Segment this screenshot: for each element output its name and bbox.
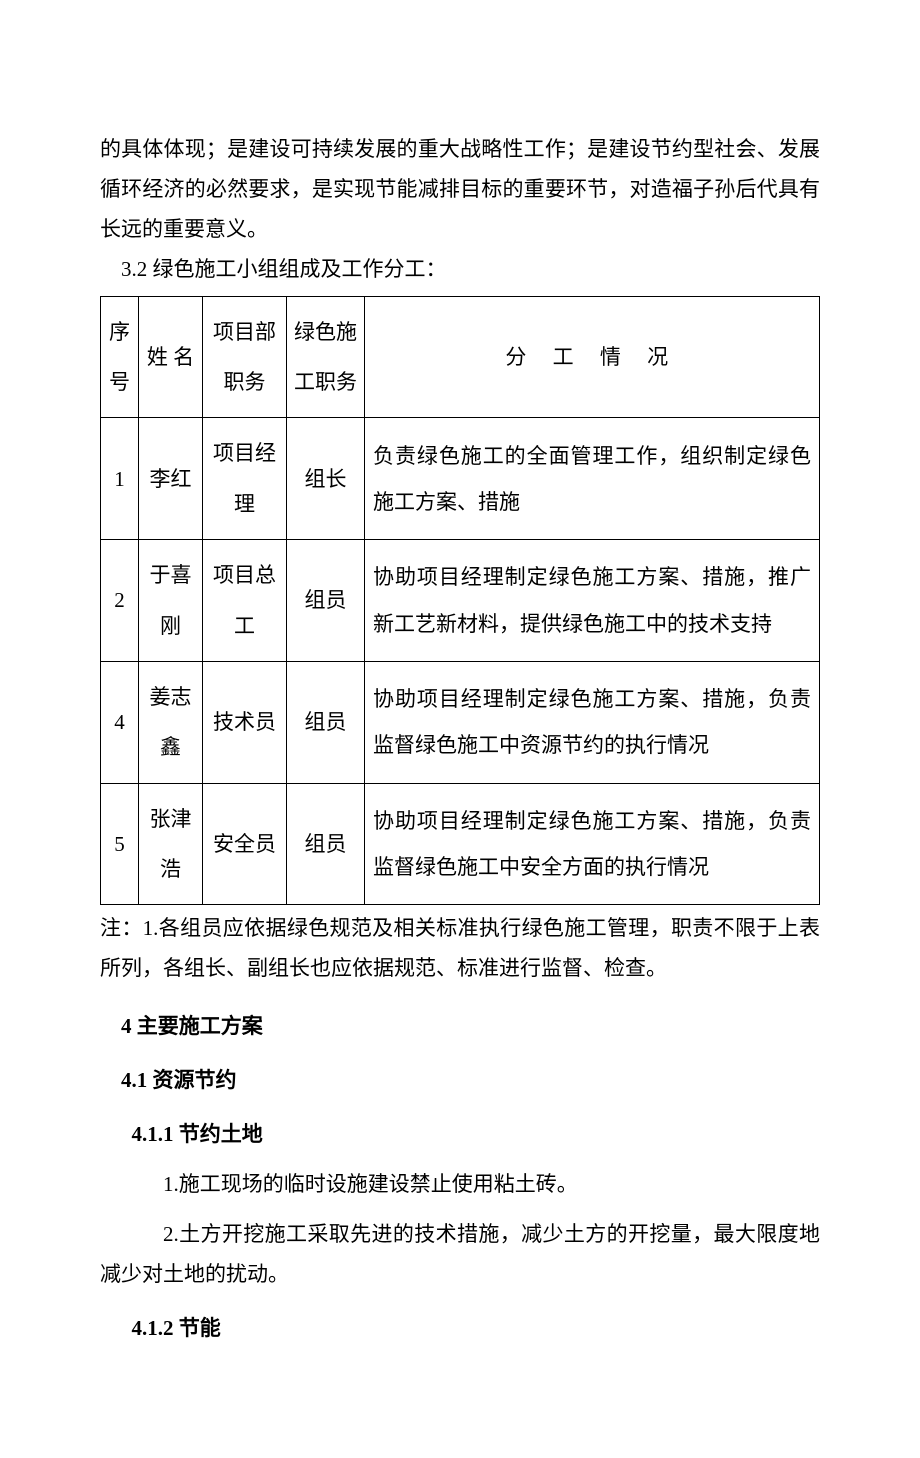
cell-idx: 4: [101, 661, 139, 783]
cell-pos: 安全员: [203, 783, 287, 905]
team-table: 序号 姓 名 项目部职务 绿色施工职务 分 工 情 况 1 李红 项目经理 组长…: [100, 296, 820, 906]
cell-idx: 2: [101, 540, 139, 662]
cell-name: 张津浩: [139, 783, 203, 905]
cell-pos: 项目总工: [203, 540, 287, 662]
cell-duty: 协助项目经理制定绿色施工方案、措施，推广新工艺新材料，提供绿色施工中的技术支持: [365, 540, 820, 662]
cell-idx: 5: [101, 783, 139, 905]
cell-pos: 项目经理: [203, 418, 287, 540]
th-role: 绿色施工职务: [287, 296, 365, 418]
heading-4-1-1: 4.1.1 节约土地: [100, 1115, 820, 1155]
section-3-2-title: 3.2 绿色施工小组组成及工作分工：: [100, 250, 820, 290]
table-row: 2 于喜刚 项目总工 组员 协助项目经理制定绿色施工方案、措施，推广新工艺新材料…: [101, 540, 820, 662]
th-index: 序号: [101, 296, 139, 418]
cell-role: 组员: [287, 783, 365, 905]
cell-role: 组员: [287, 540, 365, 662]
cell-name: 姜志鑫: [139, 661, 203, 783]
cell-role: 组员: [287, 661, 365, 783]
cell-pos: 技术员: [203, 661, 287, 783]
para-4-1-1-1: 1.施工现场的临时设施建设禁止使用粘土砖。: [100, 1165, 820, 1205]
table-note: 注：1.各组员应依据绿色规范及相关标准执行绿色施工管理，职责不限于上表所列，各组…: [100, 909, 820, 989]
cell-role: 组长: [287, 418, 365, 540]
table-row: 4 姜志鑫 技术员 组员 协助项目经理制定绿色施工方案、措施，负责监督绿色施工中…: [101, 661, 820, 783]
intro-paragraph: 的具体体现；是建设可持续发展的重大战略性工作；是建设节约型社会、发展循环经济的必…: [100, 130, 820, 250]
cell-duty: 负责绿色施工的全面管理工作，组织制定绿色施工方案、措施: [365, 418, 820, 540]
th-duty-text: 分 工 情 况: [505, 345, 678, 369]
cell-name: 李红: [139, 418, 203, 540]
cell-duty: 协助项目经理制定绿色施工方案、措施，负责监督绿色施工中资源节约的执行情况: [365, 661, 820, 783]
cell-name: 于喜刚: [139, 540, 203, 662]
para-4-1-1-2: 2.土方开挖施工采取先进的技术措施，减少土方的开挖量，最大限度地减少对土地的扰动…: [100, 1215, 820, 1295]
cell-idx: 1: [101, 418, 139, 540]
th-position: 项目部职务: [203, 296, 287, 418]
th-name: 姓 名: [139, 296, 203, 418]
cell-duty: 协助项目经理制定绿色施工方案、措施，负责监督绿色施工中安全方面的执行情况: [365, 783, 820, 905]
table-row: 5 张津浩 安全员 组员 协助项目经理制定绿色施工方案、措施，负责监督绿色施工中…: [101, 783, 820, 905]
table-row: 1 李红 项目经理 组长 负责绿色施工的全面管理工作，组织制定绿色施工方案、措施: [101, 418, 820, 540]
heading-4: 4 主要施工方案: [100, 1007, 820, 1047]
heading-4-1: 4.1 资源节约: [100, 1061, 820, 1101]
heading-4-1-2: 4.1.2 节能: [100, 1309, 820, 1349]
table-header-row: 序号 姓 名 项目部职务 绿色施工职务 分 工 情 况: [101, 296, 820, 418]
th-duty: 分 工 情 况: [365, 296, 820, 418]
